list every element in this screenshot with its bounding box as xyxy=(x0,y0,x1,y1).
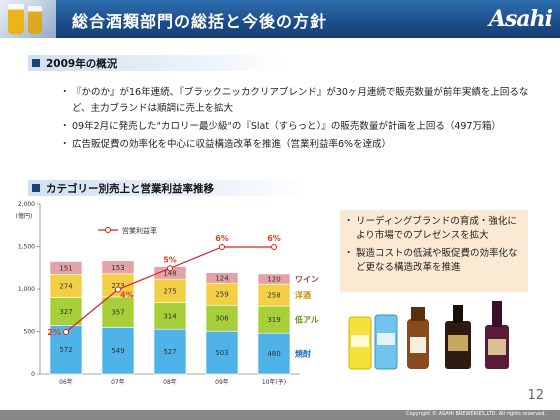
legend-label: 営業利益率 xyxy=(122,226,157,235)
header-photo xyxy=(0,0,56,38)
bar-segment xyxy=(101,327,135,375)
margin-point xyxy=(219,244,225,250)
margin-data-label: 5% xyxy=(163,255,177,264)
list-item: 『かのか』が16年連続、『ブラックニッカクリアブレンド』が30ヶ月連続で販売数量… xyxy=(60,85,532,117)
y-tick-label: 2,000 xyxy=(18,201,35,208)
asahi-logo: Asahi xyxy=(488,6,553,32)
bar-value-label: 480 xyxy=(267,350,280,358)
bar-value-label: 503 xyxy=(215,349,228,357)
series-name-label: 低アル xyxy=(294,315,319,325)
bar-segment xyxy=(101,260,135,275)
square-bullet-icon xyxy=(32,184,40,192)
list-item: リーディングブランドの育成・強化により市場でのプレゼンスを拡大 xyxy=(344,215,522,243)
margin-data-label: 2% xyxy=(47,328,61,337)
bar-value-label: 314 xyxy=(163,312,177,320)
section-heading-text: 2009年の概況 xyxy=(46,58,118,70)
category-sales-chart: (億円) 0 500 1,000 1,500 2,000 572 327 274 151 06年 54… xyxy=(0,192,340,394)
page-title: 総合酒類部門の総括と今後の方針 xyxy=(72,12,328,31)
series-name-label: 洋酒 xyxy=(295,290,311,300)
bar-segment xyxy=(49,297,83,326)
square-bullet-icon xyxy=(32,59,40,67)
bar-value-label: 306 xyxy=(215,315,229,323)
bar-value-label: 153 xyxy=(111,264,124,272)
bar-segment xyxy=(153,302,187,330)
bar-segment xyxy=(205,272,239,284)
bar-value-label: 572 xyxy=(59,346,72,354)
bar-value-label: 275 xyxy=(163,287,176,295)
overview-bullet-list: 『かのか』が16年連続、『ブラックニッカクリアブレンド』が30ヶ月連続で販売数量… xyxy=(60,85,532,155)
section-heading-overview: 2009年の概況 xyxy=(28,55,288,71)
margin-data-label: 6% xyxy=(267,234,281,243)
bar-value-label: 148 xyxy=(163,269,176,277)
x-tick-label: 06年 xyxy=(59,378,73,386)
chart-svg: (億円) 0 500 1,000 1,500 2,000 572 327 274 151 06年 54… xyxy=(16,201,319,386)
footer-bar: Copyright © ASAHI BREWERIES,LTD. All rig… xyxy=(0,410,560,420)
margin-point xyxy=(271,244,277,250)
list-item: 製造コストの低減や販促費の効率化など更なる構造改革を推進 xyxy=(344,247,522,275)
margin-point xyxy=(167,265,173,272)
margin-data-label: 6% xyxy=(215,234,229,243)
x-tick-label: 09年 xyxy=(215,378,229,386)
bar-value-label: 151 xyxy=(59,264,72,272)
bar-segment xyxy=(205,304,239,332)
margin-data-label: 4% xyxy=(120,291,134,300)
series-name-label: ワイン xyxy=(295,275,319,284)
y-tick-label: 1,000 xyxy=(18,286,35,293)
x-tick-label: 08年 xyxy=(163,378,177,386)
bar-value-label: 120 xyxy=(267,276,280,284)
header-bar: 総合酒類部門の総括と今後の方針 Asahi xyxy=(0,0,560,38)
list-item: 09年2月に発売した"カロリー最少級"の『Slat（すらっと）』の販売数量が計画… xyxy=(60,119,532,135)
bar-value-label: 319 xyxy=(267,316,280,324)
page-number: 12 xyxy=(527,388,544,403)
section-heading-text: カテゴリー別売上と営業利益率推移 xyxy=(46,183,214,195)
section-heading-category: カテゴリー別売上と営業利益率推移 xyxy=(28,180,308,196)
bar-segment xyxy=(257,273,291,285)
product-lineup-image xyxy=(345,295,535,377)
y-tick-label: 0 xyxy=(31,371,35,378)
bar-segment xyxy=(49,261,83,275)
bar-segment xyxy=(205,330,239,375)
bar-segment xyxy=(153,328,187,375)
series-name-label: 焼酎 xyxy=(295,349,311,359)
policy-notes-box: リーディングブランドの育成・強化により市場でのプレゼンスを拡大 製造コストの低減… xyxy=(340,210,528,292)
bar-value-label: 527 xyxy=(163,348,176,356)
y-tick-label: 500 xyxy=(24,329,36,336)
x-tick-label: 10年(予) xyxy=(262,378,286,386)
margin-point xyxy=(115,286,121,293)
bar-value-label: 357 xyxy=(111,309,124,317)
margin-point xyxy=(63,329,69,335)
y-tick-label: 1,500 xyxy=(18,244,35,251)
bar-value-label: 327 xyxy=(59,308,72,316)
bar-value-label: 549 xyxy=(111,347,124,355)
bar-value-label: 273 xyxy=(111,282,124,290)
legend-marker xyxy=(105,227,111,233)
bar-value-label: 124 xyxy=(215,274,229,282)
bar-value-label: 274 xyxy=(59,282,73,290)
list-item: 広告販促費の効率化を中心に収益構造改革を推進（営業利益率6%を達成） xyxy=(60,137,532,153)
bar-value-label: 259 xyxy=(215,291,228,299)
copyright-text: Copyright © ASAHI BREWERIES,LTD. All rig… xyxy=(405,411,546,417)
x-tick-label: 07年 xyxy=(111,378,125,386)
bar-value-label: 258 xyxy=(267,292,280,300)
y-axis-label: (億円) xyxy=(16,212,33,220)
